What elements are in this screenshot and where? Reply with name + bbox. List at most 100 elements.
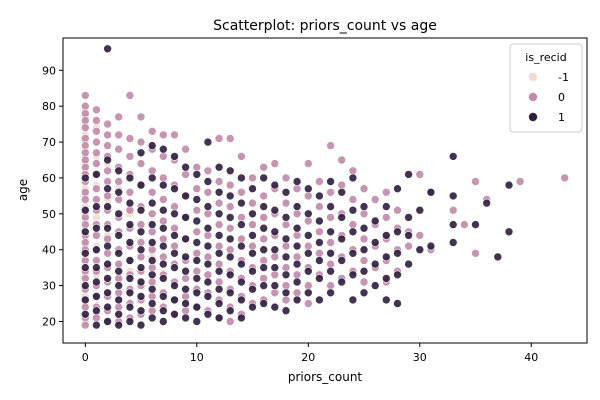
scatter-point-is-recid-1-88 <box>181 213 190 222</box>
scatter-point-is-recid-0-32 <box>92 148 101 158</box>
scatter-point-is-recid-0-91 <box>136 137 146 147</box>
scatter-point-is-recid-1-33 <box>114 266 123 276</box>
scatter-point-is-recid-1-90 <box>181 252 190 262</box>
scatter-point-is-recid-1-76 <box>159 317 168 326</box>
scatter-point-is-recid-1-221 <box>404 170 413 179</box>
scatter-point-is-recid-0-212 <box>292 184 302 193</box>
scatter-point-is-recid-0-205 <box>281 173 291 183</box>
scatter-point-is-recid-0-115 <box>159 173 168 183</box>
scatter-point-is-recid-1-233 <box>471 220 480 229</box>
scatter-point-is-recid-0-162 <box>214 241 224 251</box>
scatter-point-is-recid-1-111 <box>203 292 213 301</box>
scatter-point-is-recid-1-18 <box>103 155 112 165</box>
scatter-point-is-recid-0-179 <box>237 234 246 244</box>
legend-label-2: 1 <box>558 111 565 124</box>
scatter-point-is-recid-1-167 <box>292 202 302 211</box>
scatter-point-is-recid-1-85 <box>170 309 179 319</box>
scatter-point-is-recid-1-45 <box>125 302 135 312</box>
scatter-point-is-recid-1-12 <box>92 263 101 272</box>
scatter-point-is-recid-0-128 <box>170 241 179 251</box>
scatter-point-is-recid-1-171 <box>292 277 302 287</box>
scatter-point-is-recid-1-84 <box>170 295 179 305</box>
scatter-point-is-recid-1-235 <box>493 252 503 262</box>
scatter-point-is-recid-1-143 <box>248 284 257 294</box>
scatter-point-is-recid-0-16 <box>81 220 90 229</box>
y-axis: 20 30 40 50 60 70 80 90 <box>42 64 63 328</box>
scatter-point-is-recid-0-209 <box>281 263 291 272</box>
scatter-point-is-recid-0-96 <box>136 238 146 247</box>
chart-title: Scatterplot: priors_count vs age <box>213 18 437 34</box>
scatter-point-is-recid-1-191 <box>337 188 347 197</box>
scatter-point-is-recid-0-147 <box>192 266 202 276</box>
scatter-point-is-recid-1-49 <box>136 205 146 215</box>
scatter-point-is-recid-1-151 <box>259 299 269 308</box>
scatter-point-is-recid-1-35 <box>114 295 123 305</box>
scatter-point-is-recid-0-68 <box>114 195 123 204</box>
scatter-point-is-recid-1-134 <box>237 259 246 269</box>
scatter-point-is-recid-1-153 <box>270 205 280 215</box>
scatter-point-is-recid-1-123 <box>225 191 235 201</box>
scatter-point-is-recid-1-17 <box>103 44 112 54</box>
scatter-point-is-recid-1-186 <box>326 202 335 211</box>
scatter-point-is-recid-1-99 <box>192 256 202 265</box>
scatter-point-is-recid-1-116 <box>214 231 224 240</box>
scatter-point-is-recid-1-124 <box>225 213 235 222</box>
scatter-point-is-recid-1-232 <box>448 238 458 247</box>
scatter-point-is-recid-0-143 <box>192 184 202 193</box>
scatter-point-is-recid-1-8 <box>92 170 101 179</box>
scatter-point-is-recid-1-138 <box>248 184 257 193</box>
scatter-point-is-recid-0-105 <box>147 188 157 197</box>
scatter-point-is-recid-0-77 <box>125 91 135 100</box>
x-tick-label-0: 0 <box>82 351 89 364</box>
scatter-point-is-recid-0-211 <box>281 295 291 305</box>
scatter-point-is-recid-1-132 <box>237 220 246 229</box>
scatter-point-is-recid-0-220 <box>303 216 313 226</box>
scatter-point-is-recid-0-277 <box>560 173 570 183</box>
x-axis: 0 10 20 30 40 <box>82 343 538 364</box>
scatter-point-is-recid-1-148 <box>259 245 269 254</box>
scatter-point-is-recid-0-250 <box>359 256 369 265</box>
scatter-point-is-recid-0-154 <box>203 252 213 262</box>
scatter-point-is-recid-0-267 <box>415 170 425 179</box>
scatter-point-is-recid-1-103 <box>192 317 202 326</box>
scatter-point-is-recid-1-39 <box>125 198 135 208</box>
scatter-point-is-recid-1-37 <box>114 320 123 330</box>
scatter-point-is-recid-1-57 <box>147 141 157 150</box>
scatter-point-is-recid-1-13 <box>92 277 101 287</box>
y-tick-label-5: 70 <box>42 136 56 149</box>
scatter-point-is-recid-1-98 <box>192 238 202 247</box>
scatter-point-is-recid-1-110 <box>203 277 213 287</box>
scatter-point-is-recid-0-225 <box>315 177 324 186</box>
scatter-point-is-recid-0-177 <box>237 188 246 197</box>
legend-label-1: 0 <box>558 91 565 104</box>
scatter-point-is-recid-1-55 <box>136 306 146 316</box>
scatter-point-is-recid-0-106 <box>147 209 157 219</box>
scatter-point-is-recid-1-182 <box>315 256 324 265</box>
scatter-point-is-recid-0-271 <box>448 205 458 215</box>
scatter-point-is-recid-1-187 <box>326 227 335 237</box>
scatter-point-is-recid-1-9 <box>92 202 101 211</box>
scatter-point-is-recid-1-150 <box>259 281 269 290</box>
scatter-point-is-recid-0-210 <box>281 281 291 290</box>
scatter-point-is-recid-0-273 <box>471 177 480 186</box>
scatter-point-is-recid-1-44 <box>125 288 135 298</box>
scatter-point-is-recid-0-218 <box>303 159 313 168</box>
scatter-point-is-recid-1-163 <box>281 270 291 280</box>
scatter-point-is-recid-1-185 <box>326 177 335 186</box>
scatter-point-is-recid-1-102 <box>192 302 202 312</box>
scatter-point-is-recid-0-81 <box>125 188 135 197</box>
scatter-point-is-recid-0-251 <box>359 277 369 287</box>
scatter-point-is-recid-1-201 <box>348 295 358 305</box>
scatter-point-is-recid-1-145 <box>259 173 269 183</box>
scatter-point-is-recid-0-109 <box>147 263 157 272</box>
scatter-point-is-recid-0-46 <box>92 313 101 323</box>
scatter-point-is-recid-1-16 <box>92 320 101 330</box>
scatter-point-is-recid-0-196 <box>259 274 269 283</box>
scatter-point-is-recid-0-108 <box>147 245 157 254</box>
scatter-point-is-recid-1-226 <box>415 245 425 254</box>
scatter-point-is-recid-0-6 <box>81 141 90 150</box>
scatter-point-is-recid-1-120 <box>214 299 224 308</box>
scatter-point-is-recid-1-205 <box>359 266 369 276</box>
scatter-point-is-recid-0-48 <box>103 130 112 140</box>
scatter-point-is-recid-1-82 <box>170 263 179 272</box>
